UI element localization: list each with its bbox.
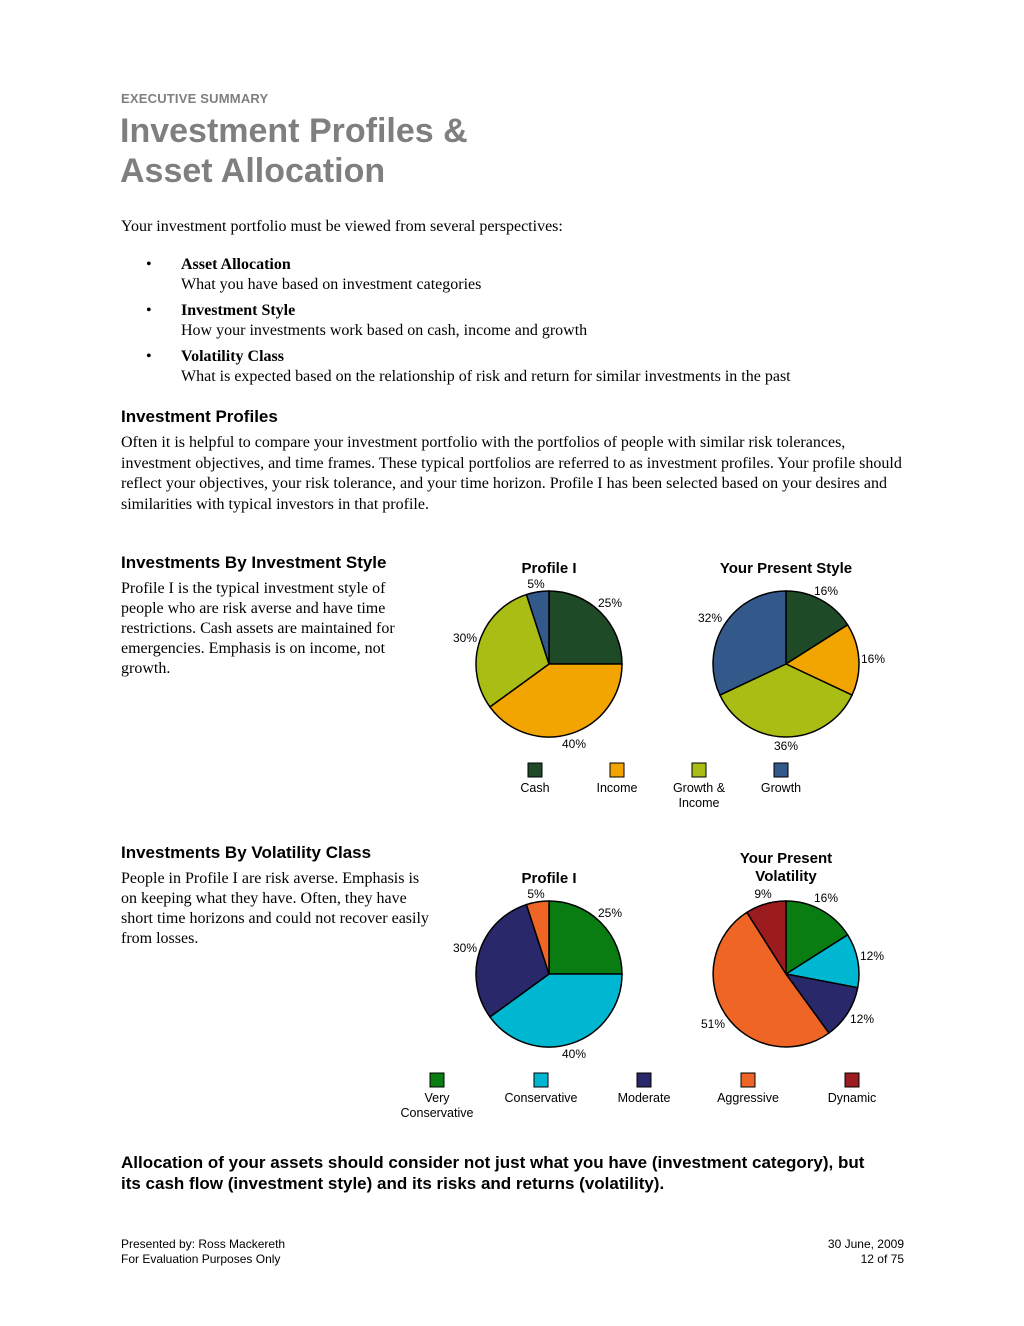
legend-label: Growth & [673,781,726,795]
legend-label: Income [679,796,720,810]
data-label: 12% [860,949,884,963]
chart-title-line-1: Your Present [740,850,832,867]
list-item: • Volatility Class What is expected base… [121,347,921,387]
volatility-paragraph: People in Profile I are risk averse. Emp… [121,870,429,947]
chart-title: Profile I [521,870,576,887]
chart-title: Profile I [521,560,576,577]
data-label: 5% [527,887,545,901]
pie-slice [712,590,787,697]
chart-title-line-2: Volatility [755,868,817,885]
legend-swatch [609,762,625,778]
data-label: 25% [598,596,622,610]
data-label: 30% [453,941,477,955]
list-item: • Asset Allocation What you have based o… [121,255,921,295]
data-label: 30% [453,631,477,645]
profiles-paragraph: Often it is helpful to compare your inve… [121,434,902,513]
legend-swatch [527,762,543,778]
footer-date: 30 June, 2009 [827,1237,904,1251]
legend-label: Dynamic [828,1091,877,1105]
data-label: 25% [598,906,622,920]
perspective-desc: What you have based on investment catego… [181,276,482,293]
legend-volatility: Very Conservative Conservative Moderate … [401,1072,877,1120]
data-label: 40% [562,1047,586,1061]
legend-label: Aggressive [717,1091,779,1105]
pie-slice [548,900,623,975]
pie-slice [785,900,849,976]
perspective-desc: What is expected based on the relationsh… [181,368,791,385]
data-label: 16% [814,891,838,905]
data-label: 12% [850,1012,874,1026]
legend-label: Moderate [618,1091,671,1105]
legend-label: Income [597,781,638,795]
legend-style: Cash Income Growth & Income Growth [520,762,801,810]
perspectives-list: • Asset Allocation What you have based o… [121,255,921,393]
legend-label: Cash [520,781,549,795]
perspective-desc: How your investments work based on cash,… [181,322,588,339]
bullet-icon: • [146,302,152,319]
section-label: EXECUTIVE SUMMARY [121,91,269,106]
pie-slice [784,623,860,697]
style-heading: Investments By Investment Style [121,553,387,572]
data-label: 16% [861,652,885,666]
pie-slice [548,590,623,665]
pie-slice [785,590,849,666]
profiles-heading: Investment Profiles [121,407,278,426]
data-label: 32% [698,611,722,625]
footer-evaluation: For Evaluation Purposes Only [121,1252,281,1266]
pie-slice [525,900,550,975]
pie-slice [712,911,830,1048]
bullet-icon: • [146,256,152,273]
pie-slice [745,900,787,977]
legend-label: Growth [761,781,801,795]
perspective-title: Asset Allocation [181,256,291,273]
legend-label: Conservative [505,1091,578,1105]
pie-chart-present-style [712,590,860,738]
data-label: 51% [701,1017,725,1031]
legend-swatch [773,762,789,778]
legend-label: Very [424,1091,450,1105]
page-title: Investment Profiles & Asset Allocation [120,111,720,191]
volatility-heading: Investments By Volatility Class [121,843,372,862]
pie-slice [488,973,623,1048]
data-label: 16% [814,584,838,598]
data-label: 5% [527,577,545,591]
data-label: 40% [562,737,586,751]
page-title-line-1: Investment Profiles & [120,112,468,150]
legend-swatch [844,1072,860,1088]
bullet-icon: • [146,348,152,365]
chart-title: Your Present Style [720,560,852,577]
perspective-title: Volatility Class [181,348,284,365]
closing-statement: Allocation of your assets should conside… [121,1153,865,1193]
footer-left: Presented by: Ross Mackereth For Evaluat… [121,1237,285,1267]
data-label: 9% [754,887,772,901]
list-item: • Investment Style How your investments … [121,301,921,341]
pie-chart-present-volatility [712,900,860,1048]
pie-slice [718,663,854,738]
footer-page-number: 12 of 75 [860,1252,904,1266]
pie-slice [475,903,550,1018]
pie-slice [525,590,550,665]
data-label: 36% [774,739,798,753]
pie-slice [475,593,550,708]
perspective-title: Investment Style [181,302,296,319]
footer-presented-by: Presented by: Ross Mackereth [121,1237,286,1251]
legend-label: Conservative [401,1106,474,1120]
legend-swatch [533,1072,549,1088]
pie-slice [488,663,623,738]
legend-swatch [429,1072,445,1088]
legend-swatch [740,1072,756,1088]
footer-right: 30 June, 2009 12 of 75 [828,1237,904,1267]
pie-chart-profile-style [475,590,623,738]
legend-swatch [636,1072,652,1088]
style-paragraph: Profile I is the typical investment styl… [121,580,395,677]
pie-chart-profile-volatility [475,900,623,1048]
legend-swatch [691,762,707,778]
page-title-line-2: Asset Allocation [120,152,386,190]
intro-text: Your investment portfolio must be viewed… [121,218,563,235]
